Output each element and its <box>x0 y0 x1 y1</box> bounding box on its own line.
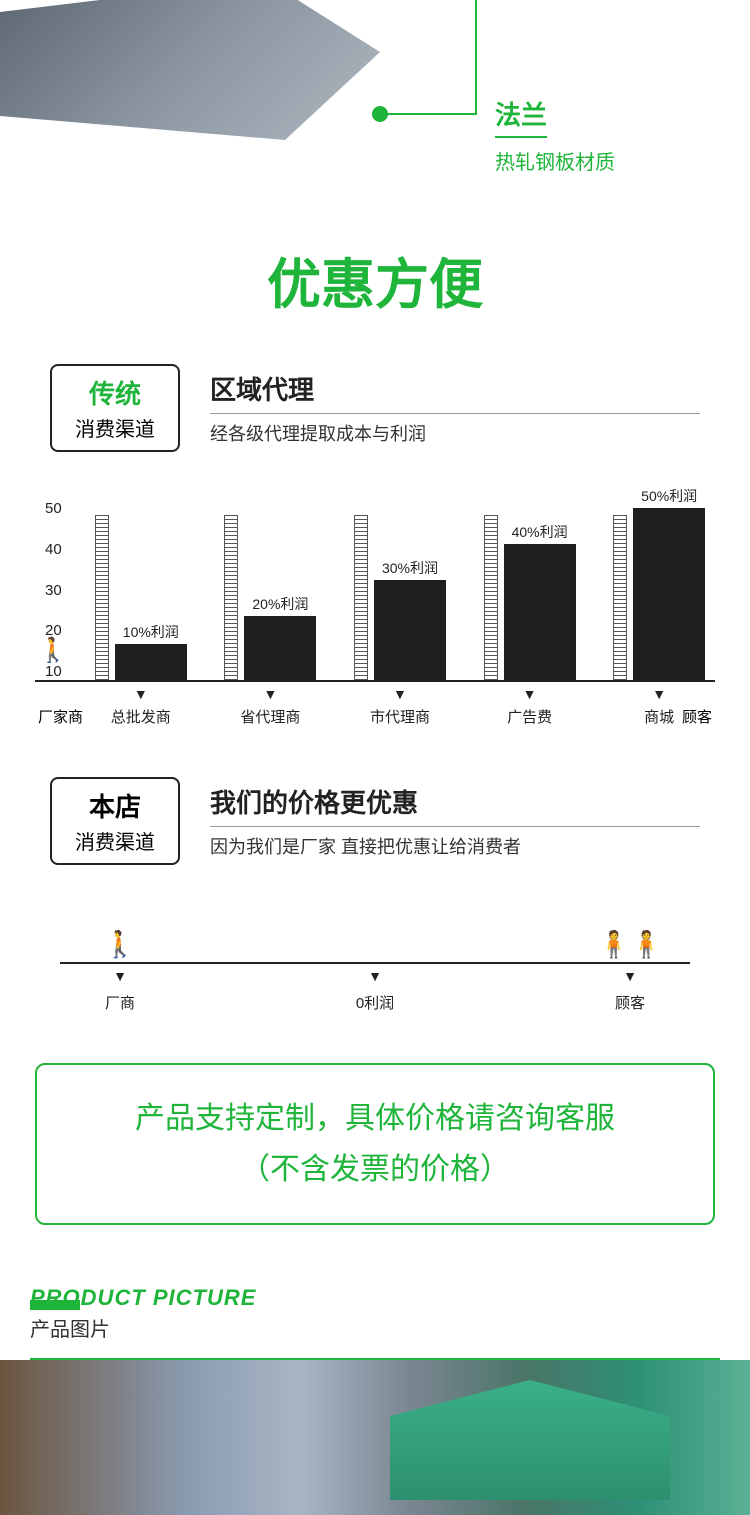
bar-group: 40%利润 <box>474 492 586 680</box>
callout-line <box>380 113 475 115</box>
bar: 10%利润 <box>115 644 187 680</box>
ruler-icon <box>95 515 109 680</box>
bar-value-label: 20%利润 <box>252 594 308 614</box>
x-tick: ▼总批发商 <box>85 686 197 727</box>
callout-line <box>475 0 477 115</box>
bar-group: 20%利润 <box>215 492 327 680</box>
person-icon: 🧍🧍 <box>570 929 690 960</box>
main-heading: 优惠方便 <box>0 240 750 319</box>
bar-group: 10%利润 <box>85 492 197 680</box>
notice-line2: （不含发票的价格） <box>57 1144 693 1195</box>
channel-description: 区域代理 经各级代理提取成本与利润 <box>210 364 700 452</box>
arrow-down-icon: ▼ <box>570 968 690 984</box>
bar-group: 50%利润 <box>603 492 715 680</box>
x-left-label: 厂家商 <box>38 706 83 727</box>
x-tick: ▼市代理商 <box>344 686 456 727</box>
person-icon: 🚶 <box>60 929 180 960</box>
bar: 40%利润 <box>504 544 576 680</box>
bar-value-label: 30%利润 <box>382 558 438 578</box>
callout-title: 法兰 <box>495 95 547 138</box>
section-title-en: PRODUCT PICTURE <box>30 1285 720 1311</box>
bar-value-label: 10%利润 <box>123 622 179 642</box>
bar: 20%利润 <box>244 616 316 680</box>
diagram-labels-row: 厂商 0利润 顾客 <box>60 988 690 1013</box>
our-channel-row: 本店 消费渠道 我们的价格更优惠 因为我们是厂家 直接把优惠让给消费者 <box>0 777 750 865</box>
desc-subtitle: 因为我们是厂家 直接把优惠让给消费者 <box>210 833 700 859</box>
x-axis-labels: ▼总批发商▼省代理商▼市代理商▼广告费▼商城 <box>35 686 715 727</box>
traditional-channel-box: 传统 消费渠道 <box>50 364 180 452</box>
diagram-label: 厂商 <box>60 992 180 1013</box>
customization-notice: 产品支持定制，具体价格请咨询客服 （不含发票的价格） <box>35 1063 715 1225</box>
desc-title: 我们的价格更优惠 <box>210 783 700 827</box>
chart-area: 1020304050 10%利润20%利润30%利润40%利润50%利润 <box>35 492 715 682</box>
product-callout-section: 法兰 热轧钢板材质 <box>0 0 750 200</box>
notice-line1: 产品支持定制，具体价格请咨询客服 <box>57 1093 693 1144</box>
desc-subtitle: 经各级代理提取成本与利润 <box>210 420 700 446</box>
bars-container: 10%利润 20%利润 30%利润 40%利润 50%利润 <box>35 492 715 680</box>
bar: 50%利润 <box>633 508 705 680</box>
product-picture-header: PRODUCT PICTURE 产品图片 <box>0 1265 750 1352</box>
profit-bar-chart: 🚶 🧍🧍 1020304050 10%利润20%利润30%利润40%利润50%利… <box>0 482 750 727</box>
diagram-label: 顾客 <box>570 992 690 1013</box>
box-title: 传统 <box>68 374 162 411</box>
desc-title: 区域代理 <box>210 370 700 414</box>
bar-group: 30%利润 <box>344 492 456 680</box>
product-photo-placeholder <box>0 1360 750 1515</box>
traditional-channel-row: 传统 消费渠道 区域代理 经各级代理提取成本与利润 <box>0 364 750 452</box>
direct-channel-diagram: 🚶 🧍🧍 ▼ ▼ ▼ 厂商 0利润 顾客 <box>0 895 750 1023</box>
ruler-icon <box>613 515 627 680</box>
arrow-down-icon: ▼ <box>60 968 180 984</box>
section-title-cn: 产品图片 <box>30 1313 720 1342</box>
ruler-icon <box>484 515 498 680</box>
callout-dot <box>372 106 388 122</box>
box-subtitle: 消费渠道 <box>68 413 162 442</box>
x-right-label: 顾客 <box>682 706 712 727</box>
ruler-icon <box>354 515 368 680</box>
callout-label: 法兰 热轧钢板材质 <box>495 95 615 175</box>
x-tick: ▼省代理商 <box>215 686 327 727</box>
ruler-icon <box>224 515 238 680</box>
diagram-label: 0利润 <box>315 992 435 1013</box>
arrow-down-icon: ▼ <box>315 968 435 984</box>
callout-subtitle: 热轧钢板材质 <box>495 146 615 175</box>
bar: 30%利润 <box>374 580 446 680</box>
box-subtitle: 消费渠道 <box>68 826 162 855</box>
channel-description: 我们的价格更优惠 因为我们是厂家 直接把优惠让给消费者 <box>210 777 700 865</box>
diagram-arrows-row: ▼ ▼ ▼ <box>60 968 690 984</box>
product-image-placeholder <box>0 0 380 140</box>
bar-value-label: 50%利润 <box>641 486 697 506</box>
box-title: 本店 <box>68 787 162 824</box>
x-tick: ▼广告费 <box>474 686 586 727</box>
our-channel-box: 本店 消费渠道 <box>50 777 180 865</box>
bar-value-label: 40%利润 <box>512 522 568 542</box>
